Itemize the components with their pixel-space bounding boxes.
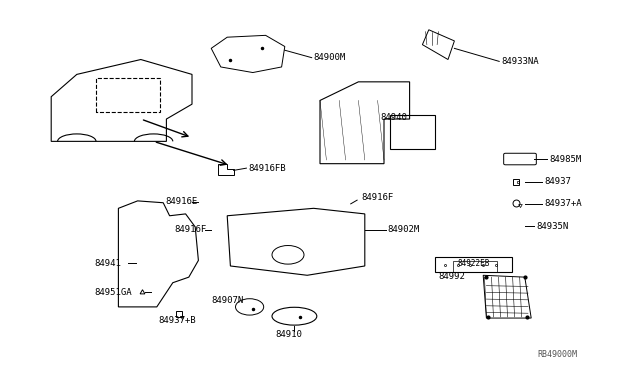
- Text: 84910: 84910: [275, 330, 302, 339]
- Text: 84940: 84940: [381, 113, 408, 122]
- Text: 84937+B: 84937+B: [159, 316, 196, 325]
- Text: 84900M: 84900M: [314, 53, 346, 62]
- Text: 84916F: 84916F: [174, 225, 206, 234]
- Text: 84916E: 84916E: [165, 197, 197, 206]
- Text: 84951GA: 84951GA: [95, 288, 132, 296]
- Text: 84902M: 84902M: [388, 225, 420, 234]
- Text: 84985M: 84985M: [549, 155, 581, 164]
- Text: 84916FB: 84916FB: [248, 164, 286, 173]
- Text: RB49000M: RB49000M: [538, 350, 578, 359]
- Text: 84907N: 84907N: [211, 296, 243, 305]
- Text: 84916F: 84916F: [362, 193, 394, 202]
- Text: 84937+A: 84937+A: [544, 199, 582, 208]
- Text: 84941: 84941: [95, 259, 122, 268]
- Text: 84922EB: 84922EB: [458, 259, 490, 268]
- Text: 84935N: 84935N: [536, 222, 568, 231]
- Text: 84937: 84937: [544, 177, 571, 186]
- Text: 84933NA: 84933NA: [501, 57, 539, 66]
- Text: 84992: 84992: [438, 272, 465, 281]
